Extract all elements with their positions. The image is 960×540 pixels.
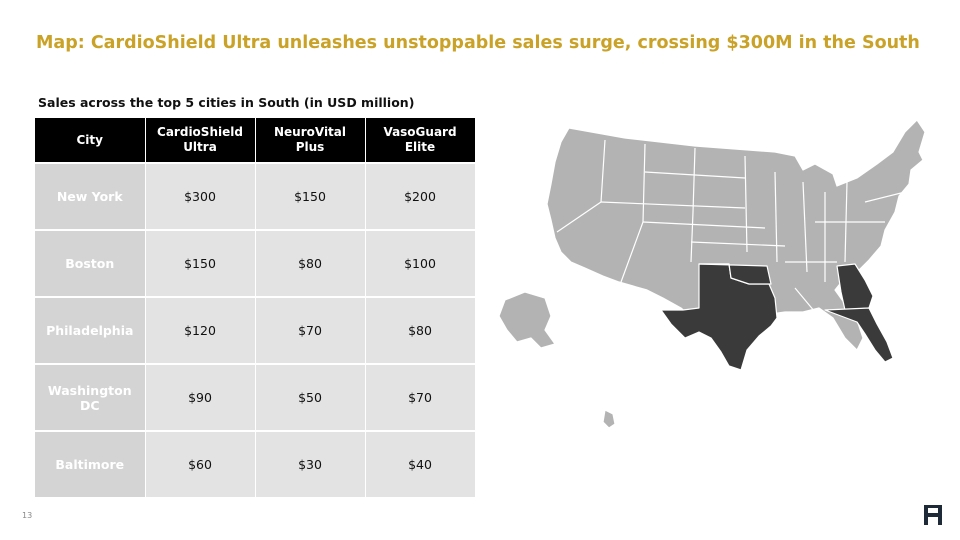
- header-vasoguard: VasoGuard Elite: [365, 118, 476, 163]
- table-subtitle: Sales across the top 5 cities in South (…: [38, 95, 415, 110]
- cardioshield-cell: $150: [145, 229, 256, 297]
- neurovital-cell: $150: [255, 162, 366, 230]
- alaska-state: [498, 291, 556, 349]
- table-row: Boston $150 $80 $100: [35, 229, 476, 297]
- city-cell: Baltimore: [35, 430, 146, 497]
- city-cell: Boston: [35, 229, 146, 297]
- page-number: 13: [22, 511, 33, 520]
- header-cardioshield: CardioShield Ultra: [145, 118, 256, 163]
- neurovital-cell: $80: [255, 229, 366, 297]
- table-row: Baltimore $60 $30 $40: [35, 430, 476, 497]
- hawaii-state: [602, 409, 616, 429]
- neurovital-cell: $30: [255, 430, 366, 497]
- vasoguard-cell: $200: [365, 162, 476, 230]
- vasoguard-cell: $80: [365, 296, 476, 364]
- cardioshield-cell: $300: [145, 162, 256, 230]
- table-row: Washington DC $90 $50 $70: [35, 363, 476, 431]
- cardioshield-cell: $90: [145, 363, 256, 431]
- vasoguard-cell: $100: [365, 229, 476, 297]
- city-cell: New York: [35, 162, 146, 230]
- cardioshield-cell: $60: [145, 430, 256, 497]
- logo-icon: [924, 505, 942, 525]
- table-header-row: City CardioShield Ultra NeuroVital Plus …: [35, 118, 476, 163]
- sales-table: City CardioShield Ultra NeuroVital Plus …: [35, 118, 476, 497]
- header-city: City: [35, 118, 146, 163]
- city-cell: Washington DC: [35, 363, 146, 431]
- cardioshield-cell: $120: [145, 296, 256, 364]
- vasoguard-cell: $40: [365, 430, 476, 497]
- city-cell: Philadelphia: [35, 296, 146, 364]
- georgia-state: [836, 263, 874, 311]
- slide-title: Map: CardioShield Ultra unleashes unstop…: [36, 33, 920, 53]
- neurovital-cell: $70: [255, 296, 366, 364]
- florida-state: [824, 307, 894, 363]
- oklahoma-state: [698, 263, 772, 285]
- header-neurovital: NeuroVital Plus: [255, 118, 366, 163]
- neurovital-cell: $50: [255, 363, 366, 431]
- table-row: New York $300 $150 $200: [35, 162, 476, 230]
- vasoguard-cell: $70: [365, 363, 476, 431]
- table-row: Philadelphia $120 $70 $80: [35, 296, 476, 364]
- us-map: [498, 119, 926, 429]
- us-mainland: [546, 119, 926, 351]
